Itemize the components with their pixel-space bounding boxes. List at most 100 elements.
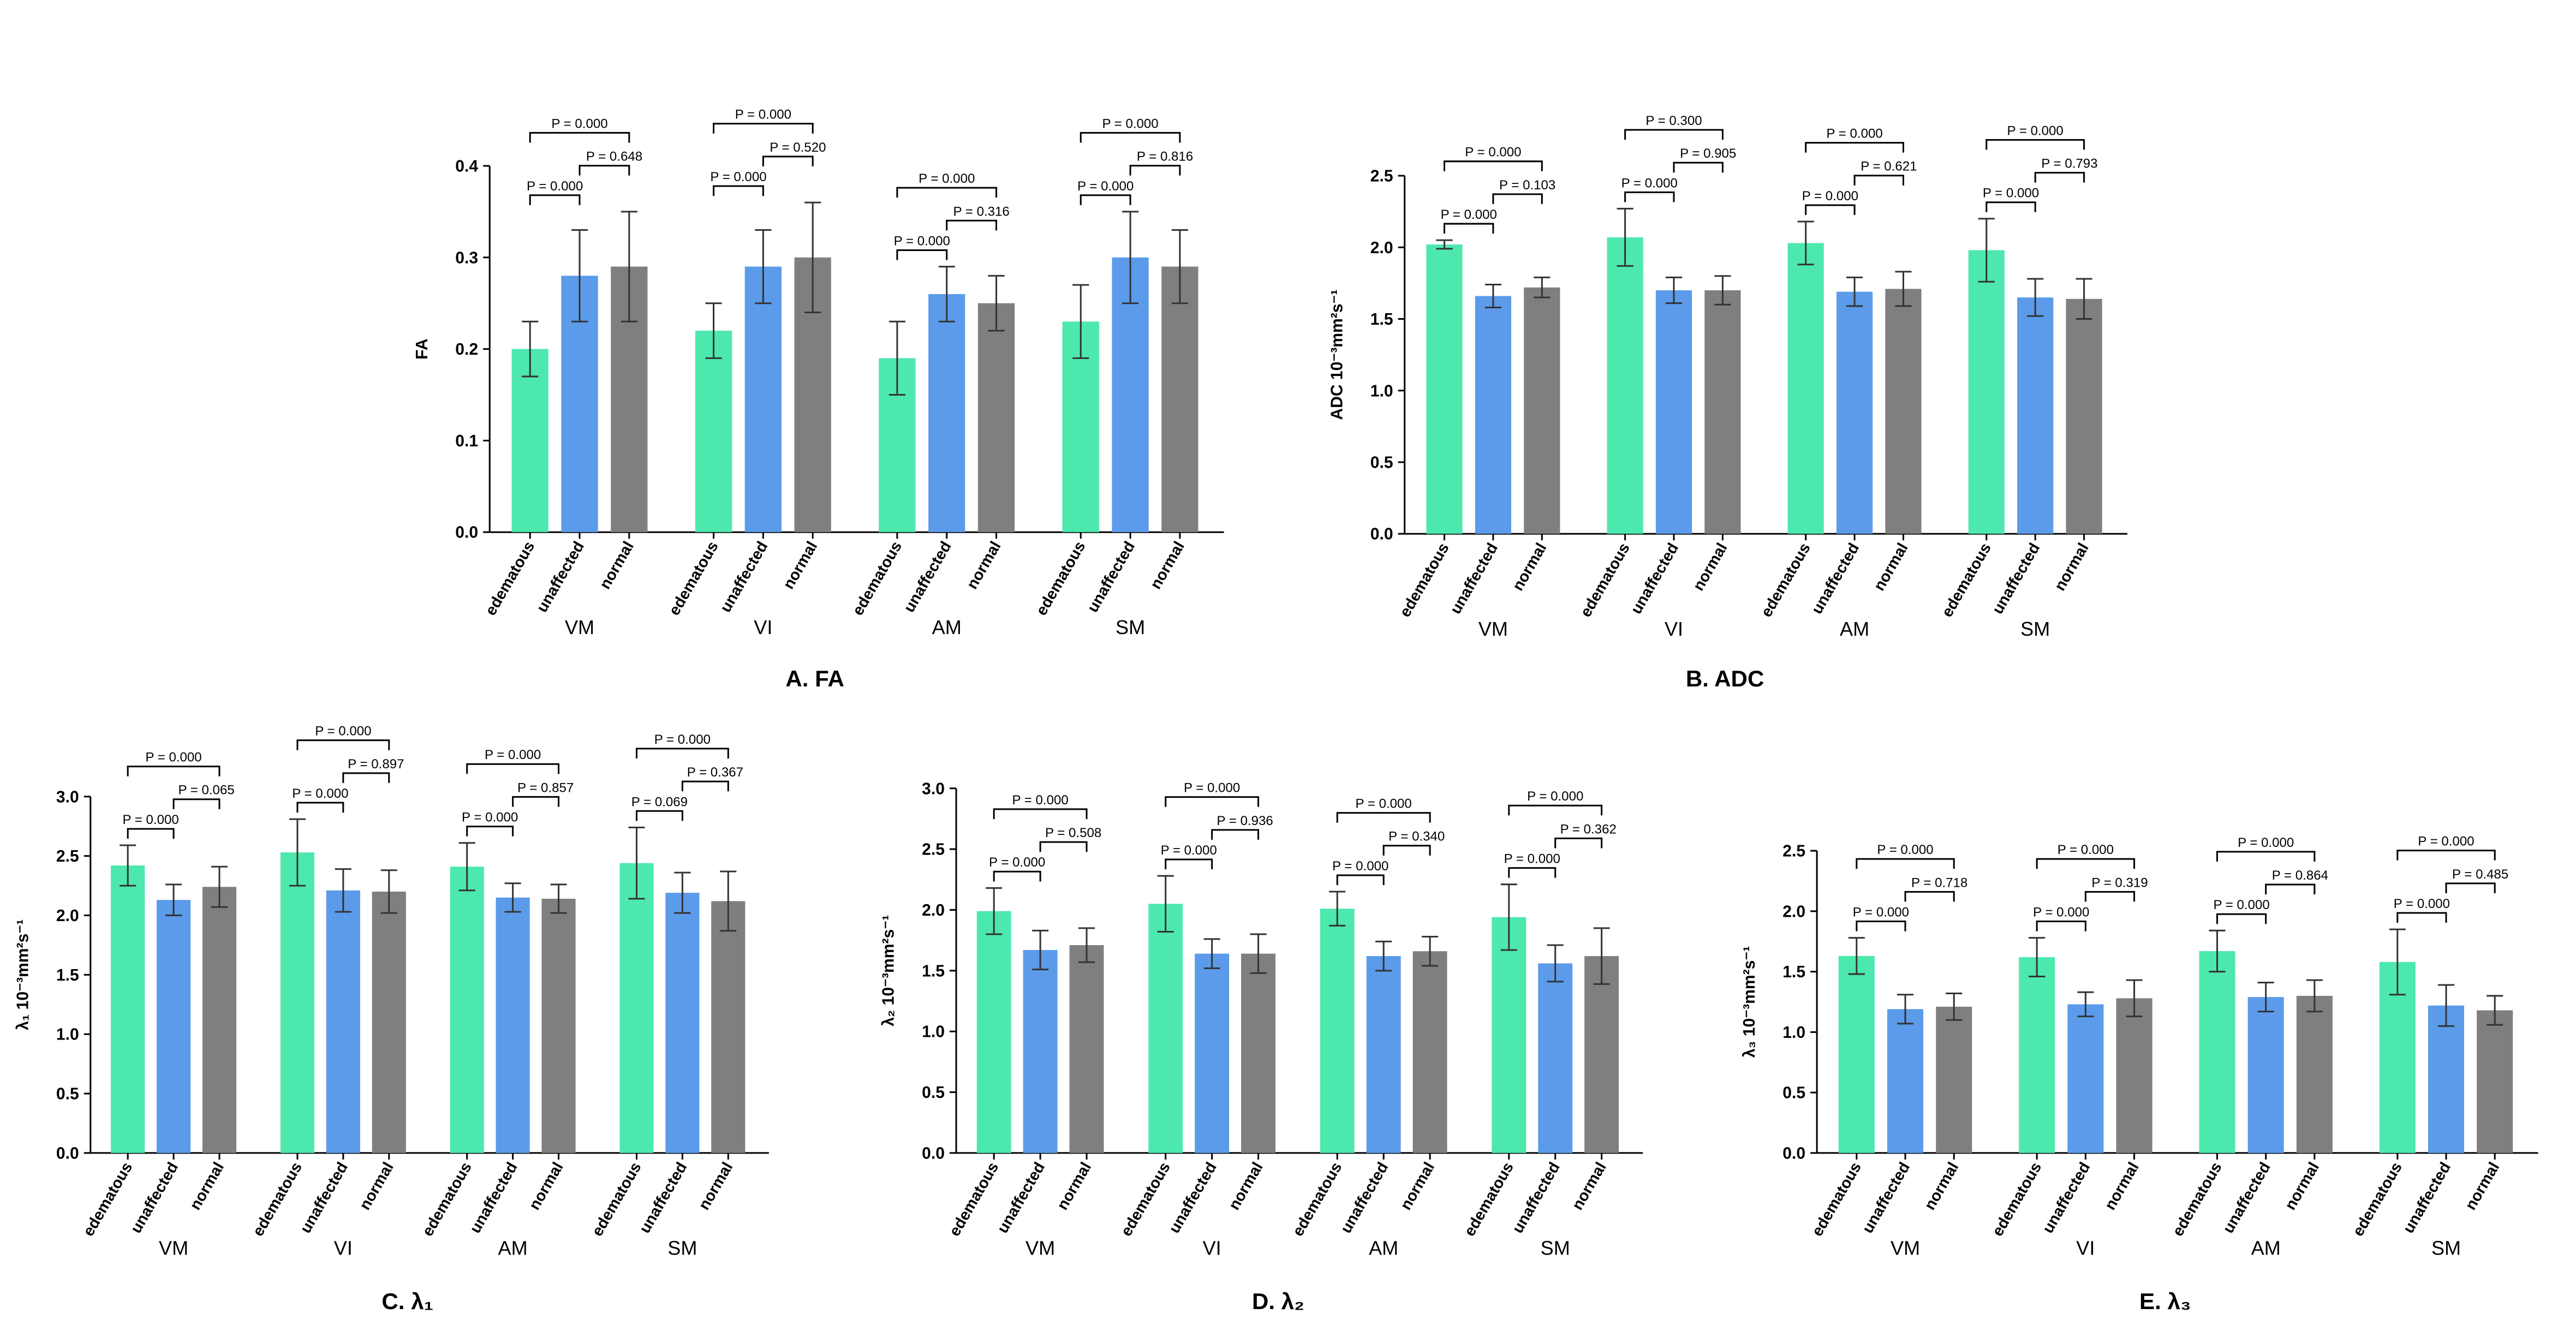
group-label: VI: [754, 616, 772, 638]
x-tick-label: normal: [2101, 1160, 2142, 1214]
bracket: [1382, 845, 1431, 856]
bracket: [1165, 858, 1213, 870]
error-bar: [289, 818, 306, 887]
bracket: [1165, 796, 1260, 807]
p-value-label: P = 0.065: [178, 783, 234, 798]
bar: [111, 865, 145, 1153]
x-tick-label: edematous: [1577, 540, 1633, 620]
error-bar: [938, 266, 955, 322]
bracket: [1554, 837, 1603, 849]
error-bar: [1500, 883, 1517, 951]
bar: [665, 893, 700, 1153]
error-bar: [1547, 944, 1564, 983]
bracket: [127, 828, 175, 839]
bracket: [681, 780, 729, 792]
p-value-label: P = 0.000: [1983, 186, 2039, 201]
bracket: [1444, 223, 1494, 234]
x-tick-label: edematous: [1758, 540, 1814, 620]
chart: 0.0 0.5 1.0 1.5 2.0 2.5 ADC 10⁻³mm²s⁻¹ B. ADC ed…: [1328, 114, 2128, 691]
bar: [744, 266, 782, 533]
bar: [2199, 951, 2235, 1153]
error-bar: [2076, 278, 2092, 320]
bar: [1968, 250, 2005, 534]
p-value-label: P = 0.000: [1012, 793, 1068, 808]
x-tick-label: unaffected: [717, 539, 771, 616]
y-tick-label: 1.5: [1782, 963, 1805, 981]
error-bar: [1714, 275, 1731, 306]
error-bar: [1946, 993, 1963, 1021]
x-tick-label: edematous: [482, 539, 538, 619]
bar: [326, 890, 360, 1153]
x-tick-label: normal: [1397, 1160, 1438, 1214]
y-axis-label: FA: [413, 338, 431, 359]
group-label: SM: [1116, 616, 1145, 638]
bar: [1412, 951, 1447, 1153]
bar: [202, 887, 237, 1153]
error-bar: [211, 865, 228, 908]
p-value-label: P = 0.000: [527, 179, 583, 194]
bracket: [2396, 912, 2447, 923]
error-bar: [986, 887, 1003, 935]
bracket: [1039, 841, 1088, 852]
x-tick-label: normal: [963, 539, 1004, 593]
x-tick-label: normal: [1225, 1160, 1266, 1214]
error-bar: [571, 229, 588, 322]
x-tick-label: edematous: [2169, 1160, 2225, 1240]
y-tick-label: 1.0: [922, 1023, 945, 1041]
y-tick-label: 1.0: [1370, 382, 1393, 400]
x-tick-label: unaffected: [1084, 539, 1138, 616]
p-value-label: P = 0.793: [2041, 156, 2097, 171]
p-value-label: P = 0.319: [2091, 875, 2148, 890]
error-bar: [2209, 929, 2226, 973]
x-tick-label: normal: [597, 539, 637, 593]
p-value-label: P = 0.000: [710, 170, 766, 184]
bar: [496, 897, 530, 1153]
bracket: [2445, 882, 2496, 893]
error-bar: [120, 844, 136, 887]
p-value-label: P = 0.000: [735, 107, 791, 122]
y-tick-label: 0.5: [1370, 454, 1393, 472]
x-tick-label: unaffected: [297, 1160, 351, 1237]
bracket: [1211, 829, 1260, 840]
error-bar: [2486, 995, 2503, 1026]
error-bar: [705, 302, 722, 359]
error-bar: [1203, 938, 1220, 969]
p-value-label: P = 0.000: [1465, 145, 1521, 160]
y-tick-label: 2.5: [922, 841, 945, 859]
p-value-label: P = 0.362: [1560, 822, 1617, 837]
p-value-label: P = 0.000: [1161, 843, 1217, 858]
x-tick-label: normal: [187, 1160, 228, 1214]
x-tick-label: edematous: [665, 539, 721, 619]
chart-title: B. ADC: [1686, 666, 1764, 691]
group-label: VM: [159, 1237, 188, 1259]
x-tick-label: unaffected: [994, 1160, 1048, 1237]
p-value-label: P = 0.000: [654, 732, 711, 747]
bracket: [896, 249, 948, 260]
p-value-label: P = 0.300: [1645, 114, 1702, 128]
group-label: AM: [1369, 1237, 1398, 1259]
y-tick-label: 1.5: [1370, 310, 1393, 328]
chart-title: E. λ₃: [2139, 1288, 2191, 1314]
x-tick-label: unaffected: [1627, 540, 1682, 617]
bracket: [1856, 921, 1906, 931]
y-axis-label: λ₃ 10⁻³mm²s⁻¹: [1740, 946, 1758, 1058]
p-value-label: P = 0.897: [348, 757, 404, 772]
p-value-label: P = 0.485: [2452, 867, 2508, 882]
bracket: [2084, 891, 2136, 902]
error-bar: [2257, 982, 2274, 1013]
bracket: [1856, 858, 1955, 869]
group-label: AM: [932, 616, 962, 638]
bar: [1607, 237, 1643, 534]
p-value-label: P = 0.857: [517, 780, 574, 795]
chart-title: D. λ₂: [1252, 1288, 1304, 1314]
p-value-label: P = 0.000: [2033, 905, 2089, 919]
y-tick-label: 0.0: [455, 524, 478, 542]
bracket: [896, 187, 998, 198]
group-label: SM: [2020, 618, 2050, 640]
error-bar: [2027, 278, 2044, 317]
error-bar: [165, 883, 182, 917]
y-tick-label: 1.0: [1782, 1024, 1805, 1042]
error-bar: [2437, 984, 2455, 1027]
bar: [511, 349, 548, 533]
